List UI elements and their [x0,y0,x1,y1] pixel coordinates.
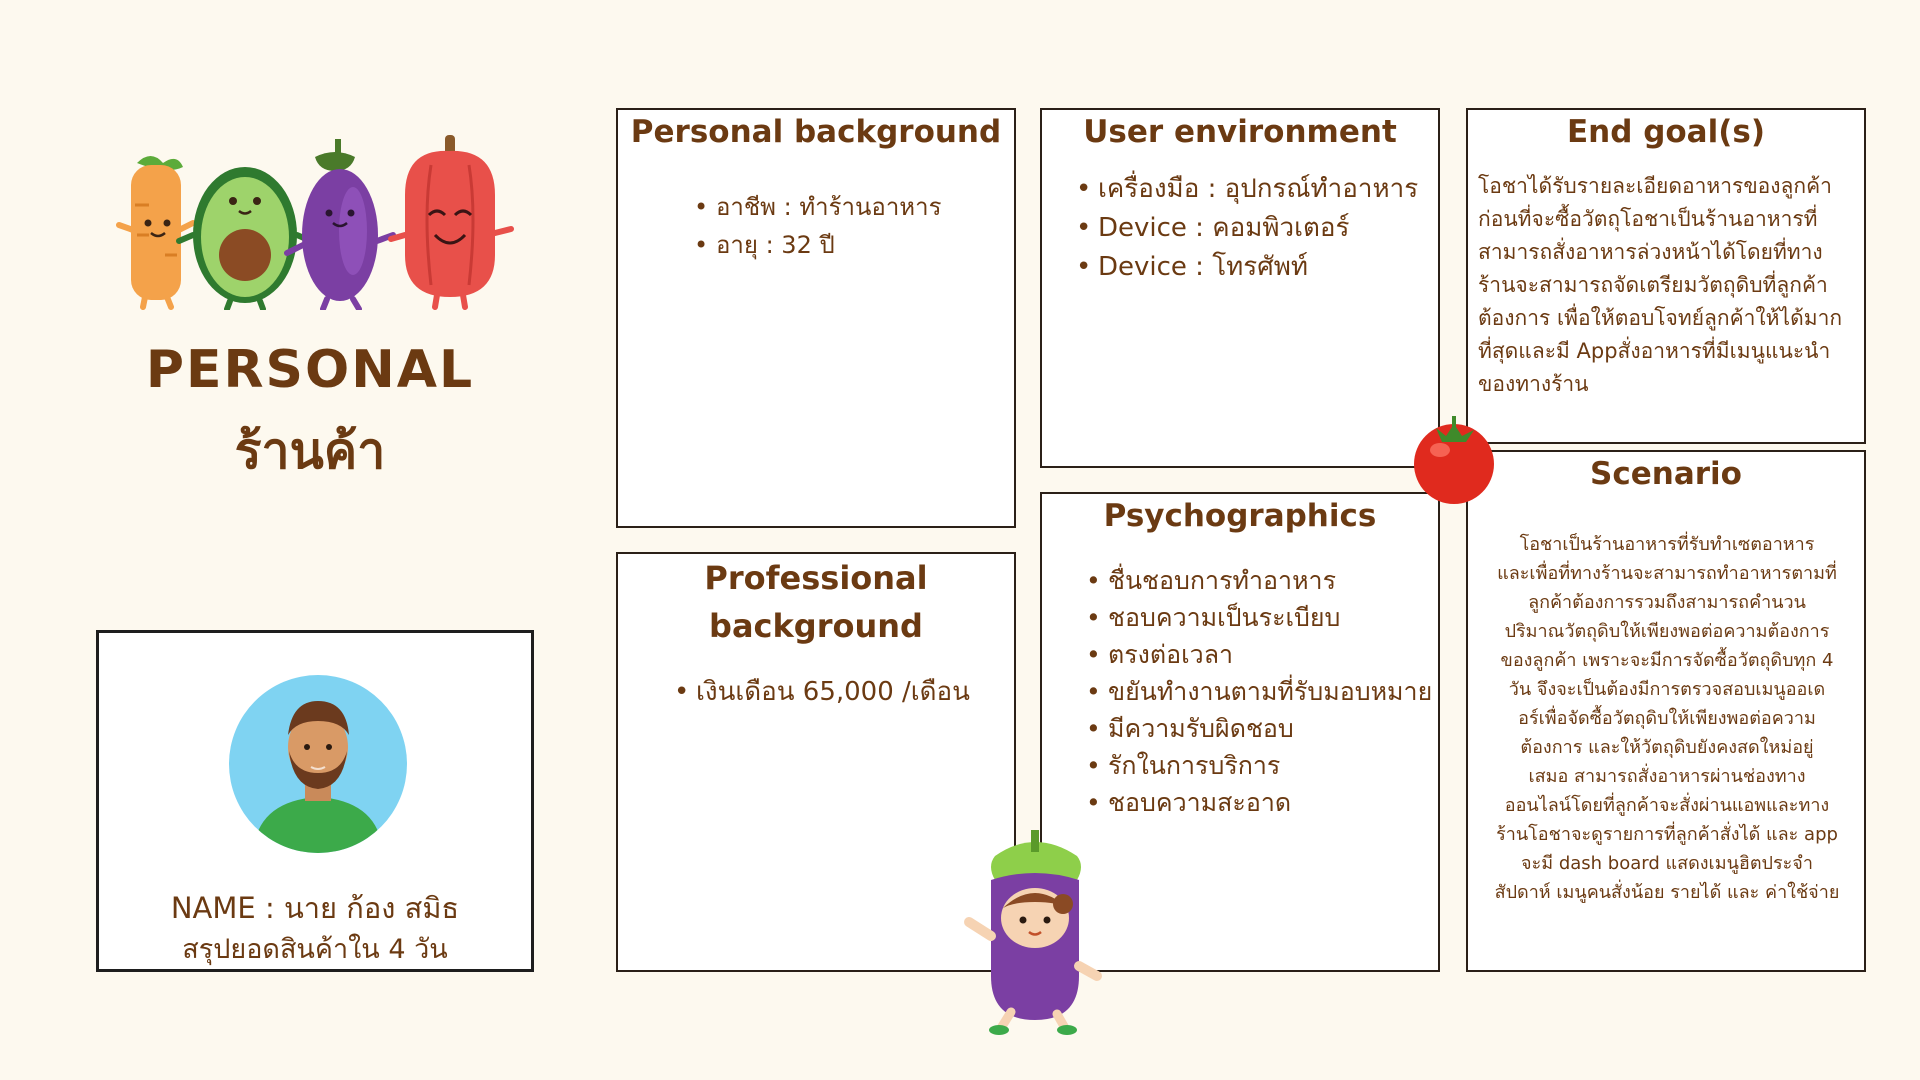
list-item: รักในการบริการ [1086,747,1432,784]
user-environment-card: User environment เครื่องมือ : อุปกรณ์ทำอ… [1040,108,1440,468]
personal-background-title: Personal background [630,114,1002,150]
text-line: ร้านโอชาจะดูรายการที่ลูกค้าสั่งได้ และ a… [1496,824,1838,845]
profile-card: NAME : นาย ก้อง สมิธ สรุปยอดสินค้าใน 4 ว… [96,630,534,972]
professional-background-list: เงินเดือน 65,000 /เดือน [674,672,970,712]
text-line: ออนไลน์โดยที่ลูกค้าจะสั่งผ่านแอพและทาง [1504,795,1830,816]
text-line: วัน จึงจะเป็นต้องมีการตรวจสอบเมนูออเด [1508,679,1826,700]
profile-summary: สรุปยอดสินค้าใน 4 วัน [182,934,448,965]
text-line: ของทางร้าน [1478,372,1589,396]
tomato-icon [1406,412,1502,504]
profile-name: NAME : นาย ก้อง สมิธ [170,891,460,925]
text-line: โอชาเป็นร้านอาหารที่รับทำเซตอาหาร [1519,534,1815,555]
end-goal-text: โอชาได้รับรายละเอียดอาหารของลูกค้า ก่อนท… [1478,170,1862,401]
hero-title: PERSONAL [145,340,475,400]
list-item: ชื่นชอบการทำอาหาร [1086,562,1432,599]
list-item: ตรงต่อเวลา [1086,636,1432,673]
list-item: ขยันทำงานตามที่รับมอบหมาย [1086,673,1432,710]
list-item: เงินเดือน 65,000 /เดือน [674,672,970,712]
text-line: จะมี dash board แสดงเมนูฮิตประจำ [1521,853,1813,874]
text-line: และเพื่อที่ทางร้านจะสามารถทำอาหารตามที่ [1497,563,1837,584]
list-item: มีความรับผิดชอบ [1086,710,1432,747]
scenario-text: โอชาเป็นร้านอาหารที่รับทำเซตอาหาร และเพื… [1472,530,1862,907]
user-environment-title: User environment [1083,114,1397,150]
text-line: ลูกค้าต้องการรวมถึงสามารถคำนวน [1528,592,1806,613]
eggplant-icon [284,139,396,312]
personal-background-list: อาชีพ : ทำร้านอาหาร อายุ : 32 ปี [694,188,942,264]
bell-pepper-icon [388,135,514,310]
text-line: อร์เพื่อจัดซื้อวัตถุดิบให้เพียงพอต่อความ [1518,708,1816,729]
avatar [229,675,407,853]
eggplant-character-icon [955,826,1115,1038]
list-item: อายุ : 32 ปี [694,226,942,264]
professional-background-card: Professional background เงินเดือน 65,000… [616,552,1016,972]
text-line: ต้องการ เพื่อให้ตอบโจทย์ลูกค้าให้ได้มาก [1478,306,1843,330]
text-line: สัปดาห์ เมนูคนสั่งน้อย รายได้ และ ค่าใช้… [1494,882,1840,903]
list-item: Device : คอมพิวเตอร์ [1076,209,1418,248]
scenario-title: Scenario [1590,456,1742,492]
scenario-card: Scenario โอชาเป็นร้านอาหารที่รับทำเซตอาห… [1466,450,1866,972]
list-item: ชอบความเป็นระเบียบ [1086,599,1432,636]
text-line: ปริมาณวัตถุดิบให้เพียงพอต่อความต้องการ [1504,621,1830,642]
vegetables-illustration [115,135,525,312]
text-line: ที่สุดและมี Appสั่งอาหารที่มีเมนูแนะนำ [1478,339,1831,363]
text-line: สามารถสั่งอาหารล่วงหน้าได้โดยที่ทาง [1478,240,1823,264]
text-line: ของลูกค้า เพราะจะมีการจัดซื้อวัตถุดิบทุก… [1500,650,1834,671]
user-environment-list: เครื่องมือ : อุปกรณ์ทำอาหาร Device : คอม… [1076,170,1418,287]
psychographics-list: ชื่นชอบการทำอาหาร ชอบความเป็นระเบียบ ตรง… [1086,562,1432,821]
professional-background-title-line2: background [709,607,923,645]
psychographics-card: Psychographics ชื่นชอบการทำอาหาร ชอบความ… [1040,492,1440,972]
hero-subtitle: ร้านค้า [234,422,386,480]
list-item: อาชีพ : ทำร้านอาหาร [694,188,942,226]
list-item: เครื่องมือ : อุปกรณ์ทำอาหาร [1076,170,1418,209]
text-line: ร้านจะสามารถจัดเตรียมวัตถุดิบที่ลูกค้า [1478,273,1828,297]
personal-background-card: Personal background อาชีพ : ทำร้านอาหาร … [616,108,1016,528]
avocado-icon [176,167,314,312]
professional-background-title-line1: Professional [704,559,928,597]
text-line: เสมอ สามารถสั่งอาหารผ่านช่องทาง [1528,766,1806,787]
psychographics-title: Psychographics [1103,498,1377,534]
list-item: ชอบความสะอาด [1086,784,1432,821]
list-item: Device : โทรศัพท์ [1076,248,1418,287]
text-line: ต้องการ และให้วัตถุดิบยังคงสดใหม่อยู่ [1520,737,1814,758]
end-goal-card: End goal(s) โอชาได้รับรายละเอียดอาหารของ… [1466,108,1866,444]
text-line: ก่อนที่จะซื้อวัตถุโอชาเป็นร้านอาหารที่ [1478,207,1818,231]
text-line: โอชาได้รับรายละเอียดอาหารของลูกค้า [1478,174,1832,198]
carrot-icon [116,156,196,310]
end-goal-title: End goal(s) [1566,114,1766,150]
